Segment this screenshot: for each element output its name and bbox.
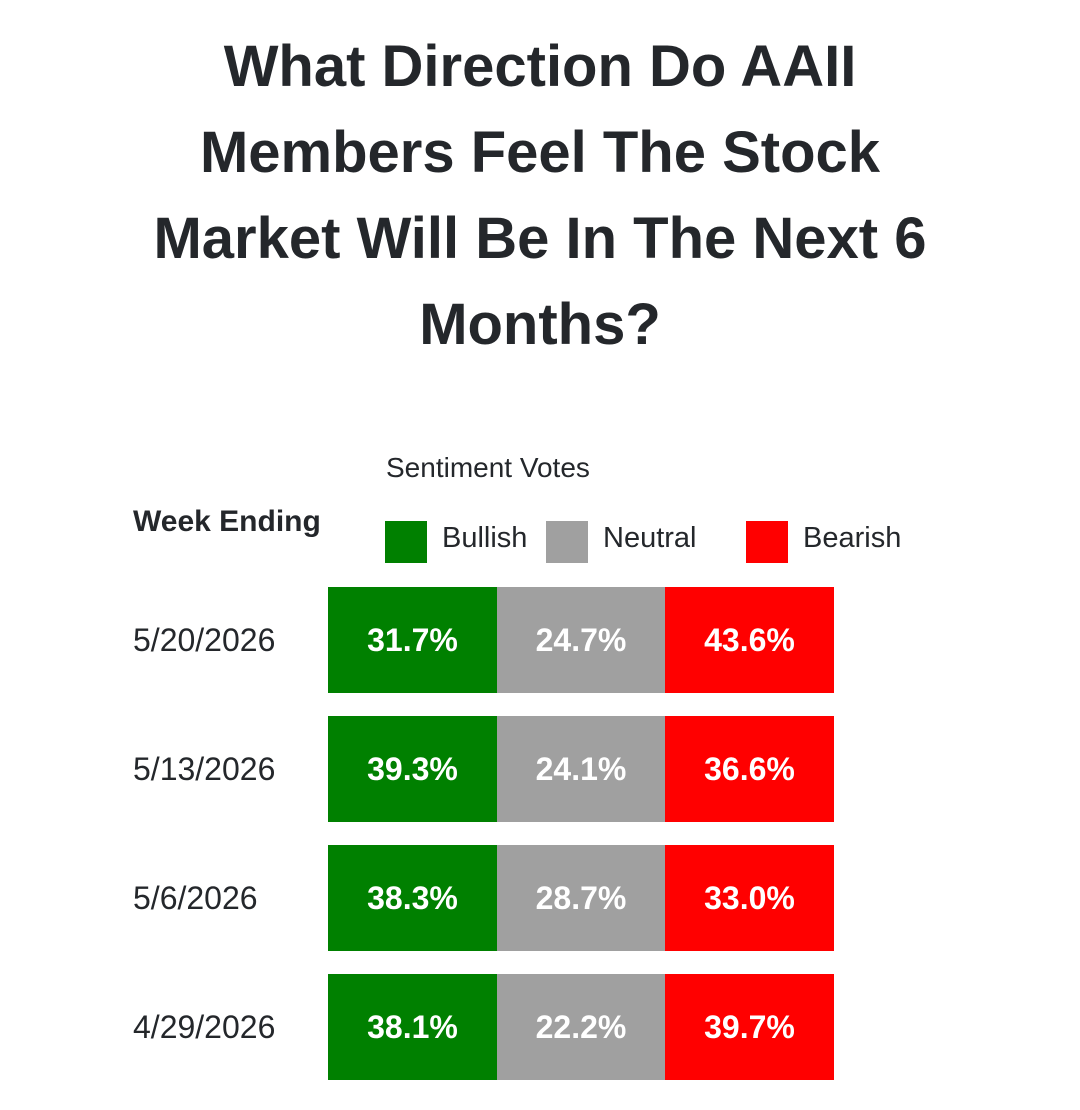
sentiment-cell: 22.2% xyxy=(497,974,665,1080)
week-label: 4/29/2026 xyxy=(133,1009,275,1046)
week-label: 5/13/2026 xyxy=(133,751,275,788)
row-header: Week Ending xyxy=(133,505,321,539)
sentiment-cell: 39.3% xyxy=(328,716,497,822)
legend-label: Bullish xyxy=(442,522,527,555)
legend-swatch xyxy=(746,521,788,563)
subtitle: Sentiment Votes xyxy=(386,452,590,484)
sentiment-cell: 24.1% xyxy=(497,716,665,822)
sentiment-cell: 31.7% xyxy=(328,587,497,693)
sentiment-cell: 39.7% xyxy=(665,974,834,1080)
sentiment-cell: 38.3% xyxy=(328,845,497,951)
legend-label: Neutral xyxy=(603,522,697,555)
sentiment-cell: 43.6% xyxy=(665,587,834,693)
title: What Direction Do AAII Members Feel The … xyxy=(120,24,960,368)
sentiment-cell: 24.7% xyxy=(497,587,665,693)
sentiment-cell: 28.7% xyxy=(497,845,665,951)
sentiment-cell: 38.1% xyxy=(328,974,497,1080)
legend-swatch xyxy=(546,521,588,563)
week-label: 5/6/2026 xyxy=(133,880,258,917)
week-label: 5/20/2026 xyxy=(133,622,275,659)
legend-label: Bearish xyxy=(803,522,901,555)
sentiment-cell: 33.0% xyxy=(665,845,834,951)
sentiment-cell: 36.6% xyxy=(665,716,834,822)
legend-swatch xyxy=(385,521,427,563)
